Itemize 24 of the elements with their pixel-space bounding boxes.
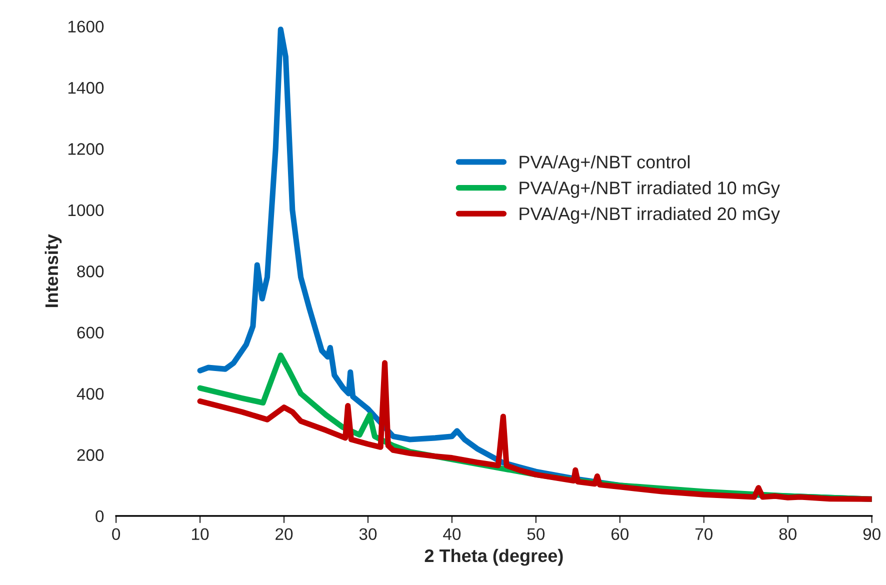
x-tick-label: 40: [443, 528, 461, 540]
x-tick-label: 0: [112, 528, 120, 540]
x-tick-label: 10: [192, 528, 209, 540]
x-tick-label: 90: [863, 528, 880, 540]
x-tick-label: 80: [779, 528, 796, 540]
y-tick-label: 1200: [68, 143, 104, 155]
y-tick-label: 200: [77, 449, 104, 461]
y-tick-label: 1000: [68, 204, 104, 216]
legend-label: PVA/Ag+/NBT irradiated 10 mGy: [520, 181, 780, 198]
x-tick-label: 30: [359, 528, 377, 540]
y-tick-label: 600: [77, 326, 104, 339]
y-tick-label: 0: [96, 510, 104, 522]
y-tick-label: 400: [76, 388, 104, 400]
y-tick-label: 1600: [68, 20, 104, 33]
y-tick-label: 800: [77, 266, 104, 278]
x-tick-label: 60: [611, 528, 629, 540]
x-tick-label: 50: [527, 528, 545, 540]
x-axis-title: 2 Theta (degree): [424, 548, 563, 566]
y-axis-title: Intensity: [44, 234, 62, 308]
x-tick-label: 20: [276, 528, 293, 540]
legend-label: PVA/Ag+/NBT irradiated 20 mGy: [520, 206, 780, 224]
x-tick-label: 70: [695, 528, 712, 540]
legend-label: PVA/Ag+/NBT control: [520, 155, 690, 172]
y-tick-label: 1400: [68, 82, 104, 94]
